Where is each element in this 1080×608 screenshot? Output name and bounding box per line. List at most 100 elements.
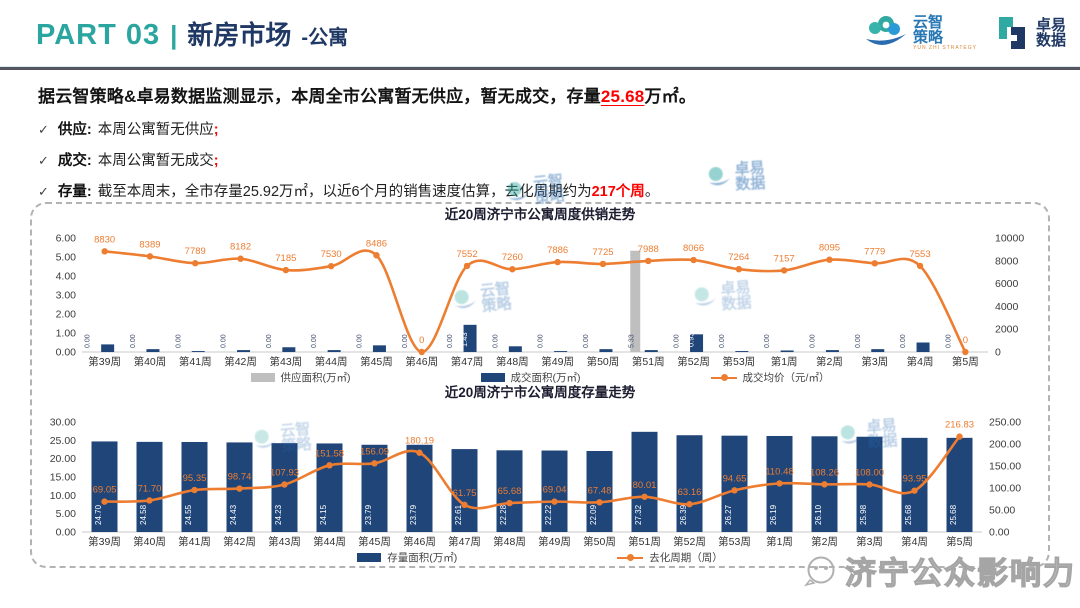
legend-item: 成交均价（元/㎡）: [710, 370, 829, 385]
zhuoyi-logo: 卓易 数据: [993, 13, 1066, 53]
svg-text:第2周: 第2周: [811, 535, 838, 548]
legend-label: 成交面积(万㎡): [510, 372, 581, 384]
svg-text:7725: 7725: [592, 247, 613, 258]
legend-item: 存量面积(万㎡): [357, 550, 457, 565]
svg-text:7789: 7789: [185, 246, 206, 257]
bullet-label: 供应:: [57, 122, 92, 138]
svg-text:3.00: 3.00: [56, 290, 77, 302]
svg-text:0.93: 0.93: [687, 332, 696, 347]
svg-text:第43周: 第43周: [268, 535, 301, 548]
legend-item: 供应面积(万㎡): [250, 370, 351, 385]
bullet-label: 存量:: [57, 184, 92, 200]
svg-text:5.33: 5.33: [628, 334, 635, 348]
svg-text:第48周: 第48周: [493, 535, 526, 548]
zhuoyi-line1: 卓易: [1035, 17, 1066, 34]
svg-text:0.00: 0.00: [175, 334, 182, 348]
svg-text:65.68: 65.68: [498, 486, 522, 497]
svg-text:25.98: 25.98: [859, 504, 868, 525]
svg-text:7185: 7185: [275, 253, 296, 264]
svg-text:0: 0: [419, 335, 424, 346]
header: PART 03 | 新房市场 -公寓 云智 策略 YUN ZHI STRATEG…: [0, 0, 1080, 66]
svg-text:第49周: 第49周: [541, 355, 574, 368]
svg-text:第42周: 第42周: [224, 355, 257, 368]
svg-text:第49周: 第49周: [538, 535, 571, 548]
bullet-suffix: 。: [644, 184, 660, 200]
svg-text:1.43: 1.43: [460, 332, 469, 347]
svg-text:24.23: 24.23: [274, 504, 283, 525]
svg-text:6000: 6000: [995, 278, 1019, 290]
svg-text:0.00: 0.00: [900, 334, 907, 348]
headline: 据云智策略&卓易数据监测显示，本周全市公寓暂无供应，暂无成交，存量25.68万㎡…: [38, 82, 1048, 107]
svg-text:第1周: 第1周: [766, 535, 793, 548]
svg-text:第44周: 第44周: [315, 355, 348, 368]
bullet-highlight: 217个周: [591, 184, 645, 200]
svg-text:第52周: 第52周: [673, 535, 706, 548]
svg-text:7530: 7530: [321, 249, 342, 260]
svg-text:第50周: 第50周: [583, 535, 616, 548]
svg-text:8830: 8830: [94, 234, 115, 245]
page-subtitle: -公寓: [301, 26, 349, 49]
svg-text:0.00: 0.00: [221, 334, 228, 348]
chart1-legend: 供应面积(万㎡) 成交面积(万㎡) 成交均价（元/㎡）: [32, 370, 1048, 385]
svg-text:第5周: 第5周: [946, 535, 973, 548]
svg-text:0.00: 0.00: [130, 334, 137, 348]
bullet-stock: ✓ 存量: 截至本周末，全市存量25.92万㎡，以近6个月的销售速度估算，去化周…: [38, 180, 1048, 201]
stock-chart: 0.00 5.00 10.00 15.00 20.00 25.00 30.00 0.00 50.…: [50, 417, 1022, 549]
legend-item: 去化周期（周）: [617, 550, 723, 565]
svg-text:0.00: 0.00: [492, 334, 499, 348]
svg-text:0.00: 0.00: [719, 334, 726, 348]
svg-text:156.09: 156.09: [360, 446, 389, 457]
svg-text:216.83: 216.83: [945, 420, 974, 431]
bullet-transaction: ✓ 成交: 本周公寓暂无成交;: [38, 149, 1048, 170]
svg-text:95.35: 95.35: [183, 473, 207, 484]
check-icon: ✓: [38, 122, 49, 137]
svg-text:7553: 7553: [909, 249, 930, 260]
svg-text:0.00: 0.00: [402, 334, 409, 348]
legend-line-swatch: [710, 374, 737, 381]
svg-text:第53周: 第53周: [718, 535, 751, 548]
page-title: 新房市场: [187, 19, 292, 50]
headline-highlight: 25.68: [600, 87, 645, 106]
stock-chart-block: 近20周济宁市公寓周度存量走势 0.00 5.00 10.00 15.00 20.00 2…: [32, 385, 1048, 565]
header-divider: [0, 66, 1080, 70]
svg-text:200.00: 200.00: [989, 439, 1021, 451]
svg-text:23.79: 23.79: [364, 504, 373, 525]
svg-text:第40周: 第40周: [134, 355, 167, 368]
svg-text:第40周: 第40周: [133, 535, 166, 548]
svg-text:0.00: 0.00: [56, 347, 77, 359]
svg-text:25.68: 25.68: [904, 504, 913, 525]
svg-text:8486: 8486: [366, 238, 387, 249]
svg-text:5.00: 5.00: [56, 252, 77, 264]
svg-text:15.00: 15.00: [50, 472, 76, 484]
logo-group: 云智 策略 YUN ZHI STRATEGY 卓易 数据: [862, 13, 1066, 53]
svg-text:第3周: 第3周: [856, 535, 883, 548]
svg-text:26.10: 26.10: [814, 504, 823, 525]
check-icon: ✓: [38, 184, 49, 199]
svg-text:7988: 7988: [638, 244, 659, 255]
svg-text:100.00: 100.00: [989, 483, 1021, 495]
zhuoyi-logo-text: 卓易 数据: [1036, 18, 1066, 48]
svg-text:22.22: 22.22: [544, 504, 553, 525]
svg-text:第41周: 第41周: [179, 355, 212, 368]
svg-text:24.55: 24.55: [184, 504, 193, 525]
svg-text:250.00: 250.00: [989, 417, 1021, 429]
svg-text:8095: 8095: [819, 243, 840, 254]
svg-text:2000: 2000: [995, 324, 1019, 336]
svg-text:150.00: 150.00: [989, 461, 1021, 473]
svg-text:0.00: 0.00: [989, 527, 1010, 539]
svg-text:4000: 4000: [995, 301, 1019, 313]
svg-text:26.39: 26.39: [679, 504, 688, 525]
svg-text:8389: 8389: [139, 239, 160, 250]
svg-text:94.65: 94.65: [723, 473, 747, 484]
svg-text:69.04: 69.04: [543, 485, 567, 496]
svg-text:7157: 7157: [774, 253, 795, 264]
summary-block: 据云智策略&卓易数据监测显示，本周全市公寓暂无供应，暂无成交，存量25.68万㎡…: [38, 82, 1048, 211]
svg-text:0.00: 0.00: [674, 334, 681, 348]
svg-text:第51周: 第51周: [632, 355, 665, 368]
svg-text:第2周: 第2周: [816, 355, 843, 368]
svg-text:63.16: 63.16: [678, 487, 702, 498]
svg-text:108.26: 108.26: [810, 467, 839, 478]
svg-text:7779: 7779: [864, 246, 885, 257]
svg-text:0.00: 0.00: [809, 334, 816, 348]
svg-text:0.00: 0.00: [855, 334, 862, 348]
